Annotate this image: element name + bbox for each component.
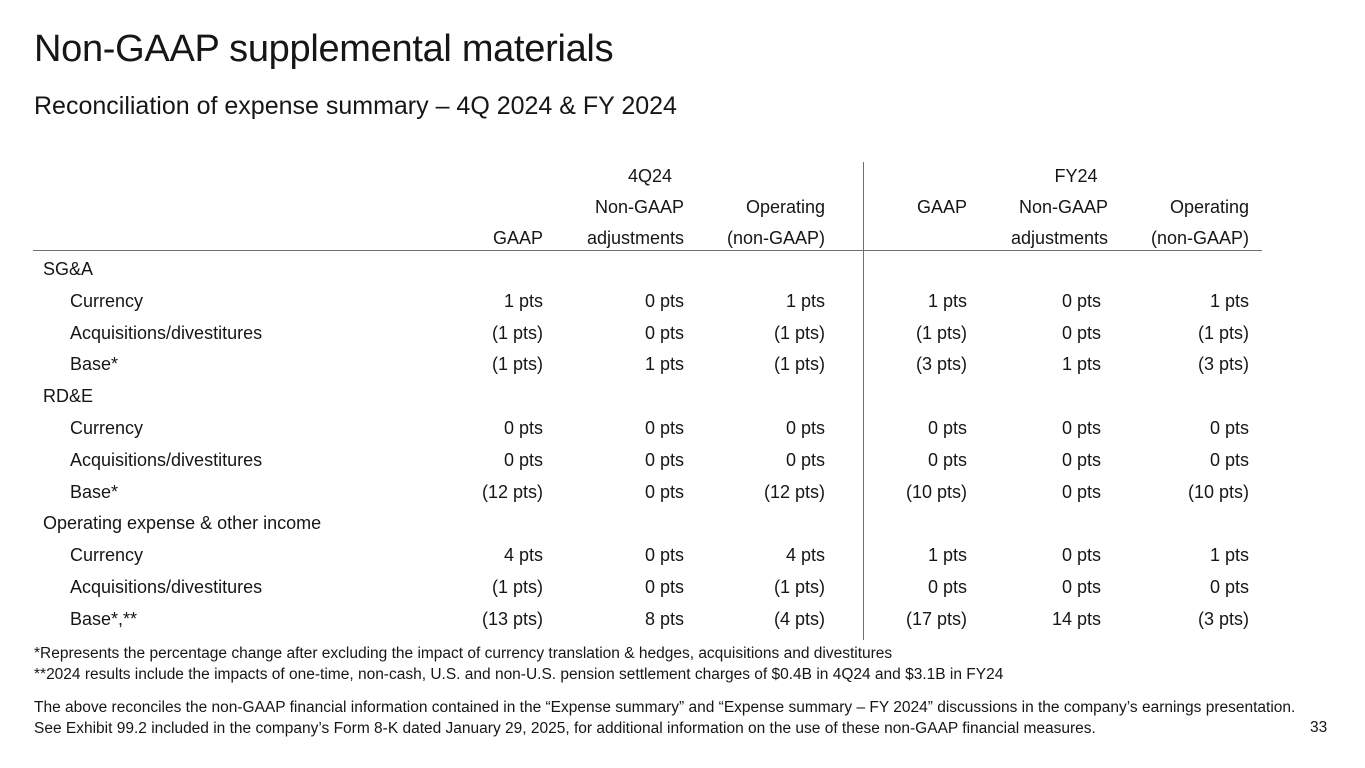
period-divider [863, 162, 864, 640]
table-cell: 4 pts [503, 545, 543, 565]
table-cell: 0 pts [927, 418, 967, 438]
footer-text: The above reconciles the non-GAAP financ… [34, 699, 1296, 737]
table-cell: 0 pts [1061, 450, 1101, 470]
table-cell: 1 pts [927, 291, 967, 311]
table-cell: (3 pts) [915, 354, 967, 374]
col-header-4q-nongaap-top: Non-GAAP [594, 197, 684, 217]
table-cell: 0 pts [503, 418, 543, 438]
table-cell: 1 pts [503, 291, 543, 311]
table-cell: 0 pts [785, 450, 825, 470]
col-header-4q-operating-top: Operating [745, 197, 825, 217]
period-header-fy: FY24 [1054, 166, 1098, 186]
table-cell: 1 pts [1209, 545, 1249, 565]
table-cell: (3 pts) [1197, 609, 1249, 629]
table-cell: (13 pts) [481, 609, 543, 629]
table-cell: (1 pts) [773, 354, 825, 374]
row-label: Currency [70, 545, 144, 565]
table-cell: 0 pts [1209, 450, 1249, 470]
table-cell: (3 pts) [1197, 354, 1249, 374]
col-header-fy-operating-top: Operating [1169, 197, 1249, 217]
table-cell: 0 pts [644, 545, 684, 565]
col-header-4q-gaap: GAAP [492, 228, 543, 248]
col-header-4q-nongaap-bottom: adjustments [586, 228, 684, 248]
table-cell: 0 pts [503, 450, 543, 470]
table-cell: 0 pts [1209, 577, 1249, 597]
table-cell: (4 pts) [773, 609, 825, 629]
section-label: Operating expense & other income [43, 513, 322, 533]
footnote-1: *Represents the percentage change after … [34, 645, 893, 662]
col-header-fy-gaap: GAAP [916, 197, 967, 217]
table-cell: 0 pts [1209, 418, 1249, 438]
page-number: 33 [1310, 719, 1328, 736]
table-cell: 1 pts [785, 291, 825, 311]
col-header-4q-operating-bottom: (non-GAAP) [726, 228, 825, 248]
row-label: Base* [70, 354, 119, 374]
footnote-2: **2024 results include the impacts of on… [34, 666, 1004, 683]
table-cell: 0 pts [644, 418, 684, 438]
header-divider [33, 250, 1262, 251]
table-cell: (1 pts) [773, 577, 825, 597]
table-cell: (10 pts) [1187, 482, 1249, 502]
table-cell: 0 pts [1061, 577, 1101, 597]
table-cell: 14 pts [1051, 609, 1101, 629]
table-cell: 0 pts [1061, 291, 1101, 311]
col-header-fy-nongaap-top: Non-GAAP [1018, 197, 1108, 217]
row-label: Acquisitions/divestitures [70, 323, 263, 343]
table-cell: 8 pts [644, 609, 684, 629]
table-cell: 1 pts [1209, 291, 1249, 311]
table-cell: 1 pts [927, 545, 967, 565]
row-label: Base* [70, 482, 119, 502]
row-label: Acquisitions/divestitures [70, 577, 263, 597]
table-cell: 0 pts [644, 482, 684, 502]
section-label: SG&A [43, 259, 94, 279]
table-cell: (1 pts) [773, 323, 825, 343]
page-subtitle: Reconciliation of expense summary – 4Q 2… [34, 92, 677, 120]
table-cell: 0 pts [644, 323, 684, 343]
table-cell: (10 pts) [905, 482, 967, 502]
table-cell: 0 pts [1061, 418, 1101, 438]
table-cell: (12 pts) [763, 482, 825, 502]
table-cell: (1 pts) [491, 354, 543, 374]
period-header-4q: 4Q24 [627, 166, 673, 186]
table-cell: (17 pts) [905, 609, 967, 629]
table-cell: 1 pts [1061, 354, 1101, 374]
table-cell: 4 pts [785, 545, 825, 565]
section-label: RD&E [43, 386, 94, 406]
col-header-fy-nongaap-bottom: adjustments [1010, 228, 1108, 248]
table-cell: (1 pts) [1197, 323, 1249, 343]
table-cell: (1 pts) [915, 323, 967, 343]
page-title: Non-GAAP supplemental materials [34, 28, 614, 70]
table-cell: (1 pts) [491, 323, 543, 343]
row-label: Currency [70, 418, 144, 438]
table-cell: 0 pts [1061, 323, 1101, 343]
table-cell: 0 pts [644, 577, 684, 597]
table-cell: 0 pts [1061, 482, 1101, 502]
row-label: Acquisitions/divestitures [70, 450, 263, 470]
table-cell: 0 pts [644, 291, 684, 311]
table-cell: 0 pts [927, 450, 967, 470]
table-cell: (12 pts) [481, 482, 543, 502]
table-cell: 1 pts [644, 354, 684, 374]
row-label: Base*,** [70, 609, 138, 629]
row-label: Currency [70, 291, 144, 311]
table-cell: 0 pts [644, 450, 684, 470]
table-cell: 0 pts [927, 577, 967, 597]
table-cell: 0 pts [785, 418, 825, 438]
col-header-fy-operating-bottom: (non-GAAP) [1150, 228, 1249, 248]
table-cell: (1 pts) [491, 577, 543, 597]
table-cell: 0 pts [1061, 545, 1101, 565]
